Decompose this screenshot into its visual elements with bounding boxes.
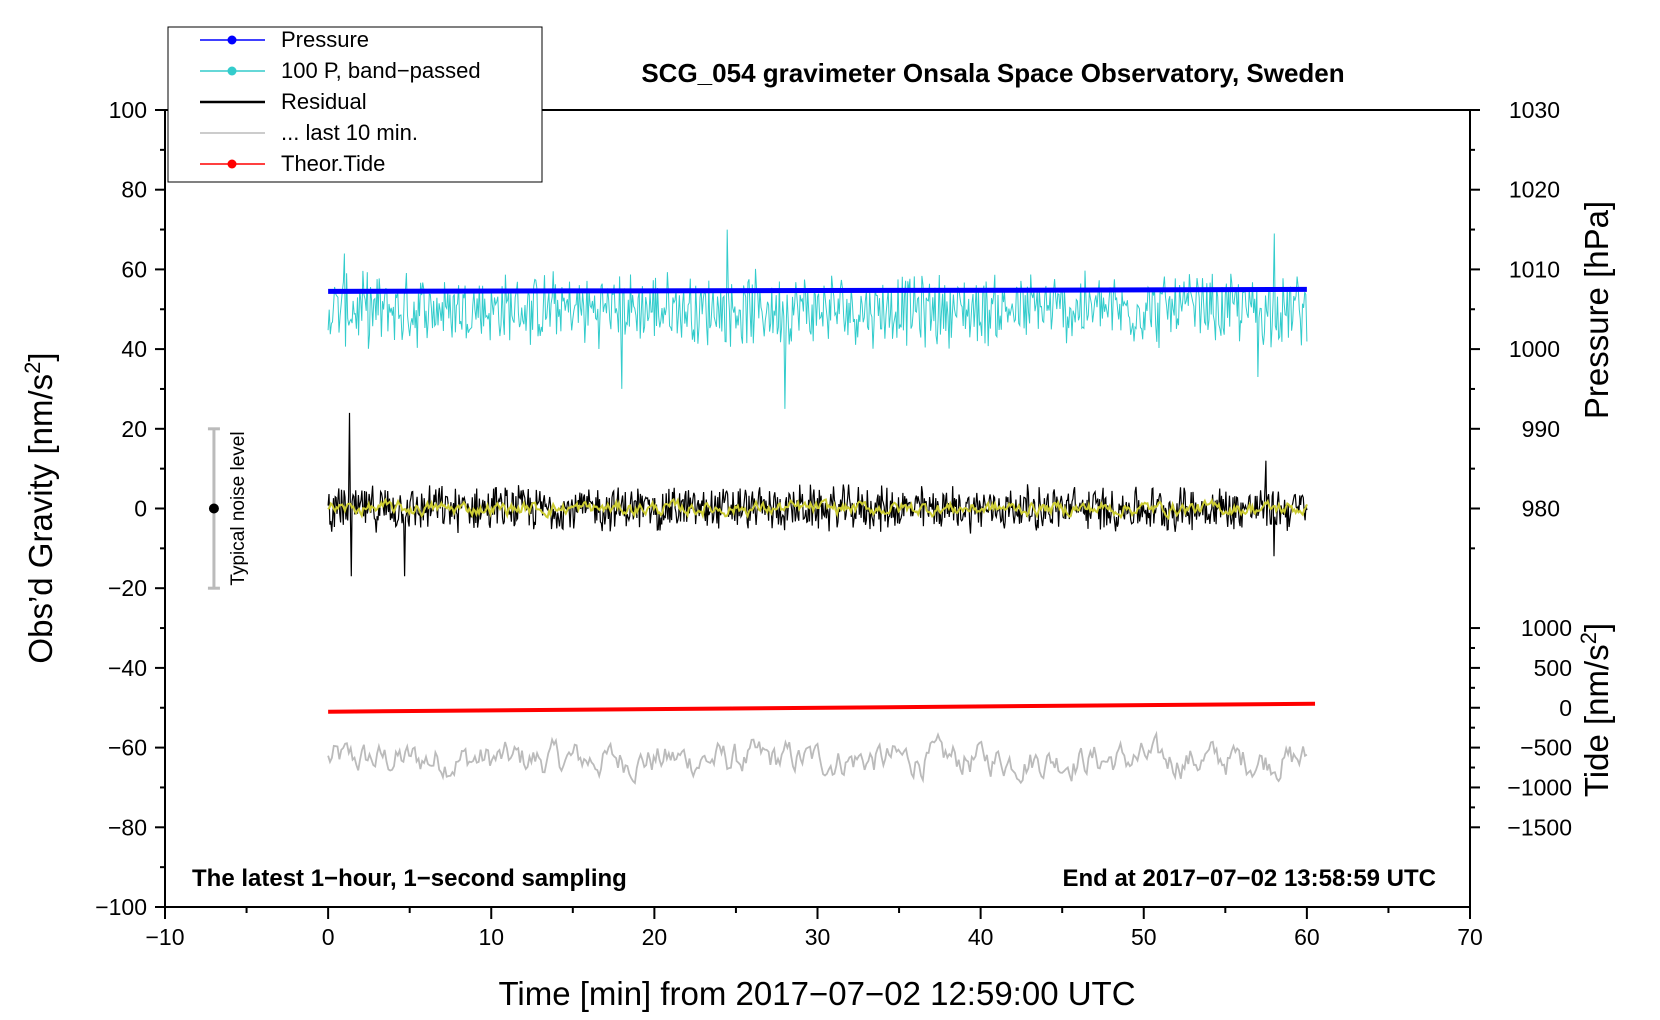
- x-tick-label: 40: [968, 924, 994, 950]
- y-axis-label-tide: Tide [nm/s2]: [1576, 623, 1615, 797]
- y-tick-label: −80: [108, 814, 147, 840]
- x-tick-label: −10: [145, 924, 184, 950]
- legend-label: ... last 10 min.: [281, 120, 418, 145]
- y-axis-label-tide-close: ]: [1578, 623, 1615, 632]
- y-axis-label-tide-text: Tide [nm/s: [1578, 644, 1615, 797]
- y-axis-gravity: −100 −80 −60 −40 −20 0 20 40 60 80 100: [95, 97, 165, 920]
- tide-tick-label: −1000: [1507, 774, 1572, 800]
- series-residual: [327, 412, 1308, 577]
- series-band-passed: [327, 229, 1308, 409]
- x-tick-label: 20: [642, 924, 668, 950]
- x-tick-label: 10: [478, 924, 504, 950]
- y-axis-label-gravity-close: ]: [22, 352, 59, 361]
- x-tick-label: 70: [1457, 924, 1483, 950]
- y-tick-label: −60: [108, 735, 147, 761]
- legend-marker: [227, 66, 237, 76]
- annotation-end-time: End at 2017−07−02 13:58:59 UTC: [1062, 865, 1436, 892]
- series-pressure: [328, 286, 1307, 294]
- tide-tick-label: 500: [1534, 655, 1572, 681]
- y-axis-label-tide-sup: 2: [1576, 632, 1601, 644]
- y-axis-label-gravity-sup: 2: [20, 362, 45, 374]
- y-axis-label-gravity: Obs’d Gravity [nm/s2]: [20, 352, 59, 663]
- pressure-tick-label: 1010: [1509, 256, 1560, 282]
- legend-marker: [227, 159, 237, 169]
- pressure-tick-label: 980: [1522, 496, 1560, 522]
- x-tick-label: 50: [1131, 924, 1157, 950]
- pressure-tick-label: 1030: [1509, 97, 1560, 123]
- legend-label: Theor.Tide: [281, 151, 385, 176]
- y-tick-label: −100: [95, 894, 147, 920]
- tide-tick-label: −1500: [1507, 814, 1572, 840]
- x-tick-label: 60: [1294, 924, 1320, 950]
- x-axis-label: Time [min] from 2017−07−02 12:59:00 UTC: [498, 975, 1135, 1012]
- legend-box: [167, 26, 543, 183]
- pressure-tick-label: 1000: [1509, 336, 1560, 362]
- y-axis-tide: −1500 −1000 −500 0 500 1000: [1470, 615, 1572, 840]
- y-tick-label: 80: [121, 177, 147, 203]
- y-axis-label-pressure: Pressure [hPa]: [1578, 201, 1615, 419]
- y-tick-label: −20: [108, 575, 147, 601]
- y-tick-label: 20: [121, 416, 147, 442]
- chart-title: SCG_054 gravimeter Onsala Space Observat…: [641, 58, 1344, 88]
- legend-label: 100 P, band−passed: [281, 58, 481, 83]
- tide-tick-label: 0: [1559, 695, 1572, 721]
- legend: Pressure 100 P, band−passed Residual ... la…: [167, 26, 543, 183]
- y-tick-label: 0: [134, 496, 147, 522]
- series-layer: [327, 229, 1316, 785]
- y-tick-label: −40: [108, 655, 147, 681]
- annotation-sampling: The latest 1−hour, 1−second sampling: [192, 865, 627, 892]
- y-tick-label: 60: [121, 256, 147, 282]
- series-residual-smoothed: [327, 497, 1308, 521]
- y-axis-pressure: 980 990 1000 1010 1020 1030: [1470, 97, 1560, 550]
- series-theor-tide: [328, 701, 1316, 714]
- y-tick-label: 100: [109, 97, 147, 123]
- noise-level-marker: Typical noise level: [207, 427, 249, 590]
- tide-tick-label: 1000: [1521, 615, 1572, 641]
- legend-label: Pressure: [281, 27, 369, 52]
- y-tick-label: 40: [121, 336, 147, 362]
- legend-marker: [227, 35, 237, 45]
- y-axis-label-gravity-text: Obs’d Gravity [nm/s: [22, 374, 59, 664]
- pressure-tick-label: 990: [1522, 416, 1560, 442]
- x-tick-label: 30: [805, 924, 831, 950]
- tide-tick-label: −500: [1520, 735, 1572, 761]
- noise-level-dot: [208, 503, 219, 514]
- x-axis: −10 0 10 20 30 40 50 60 70: [145, 907, 1483, 950]
- noise-level-label: Typical noise level: [228, 431, 249, 585]
- x-tick-label: 0: [322, 924, 335, 950]
- series-last-10-min: [327, 730, 1308, 785]
- legend-label: Residual: [281, 89, 367, 114]
- pressure-tick-label: 1020: [1509, 177, 1560, 203]
